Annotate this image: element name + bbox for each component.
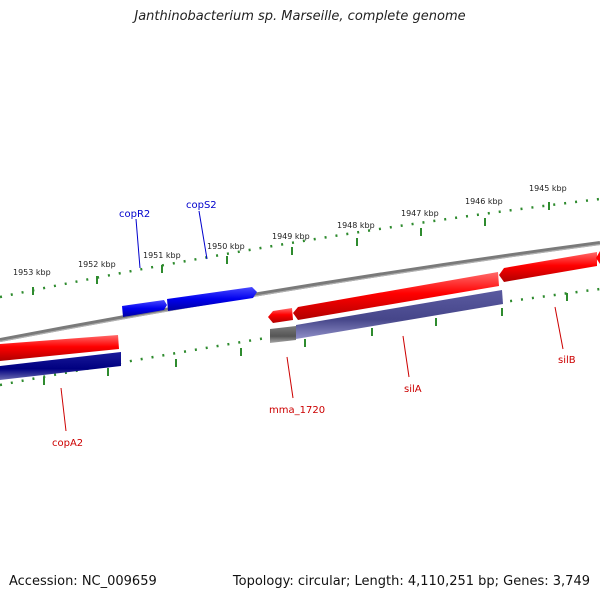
- tick-label: 1950 kbp: [207, 242, 245, 251]
- gene-silA-partner[interactable]: [296, 290, 503, 339]
- accession-label: Accession: NC_009659: [9, 574, 157, 589]
- gene-silA[interactable]: [293, 272, 499, 320]
- reverse-genes: [0, 251, 600, 380]
- gene-label-copR2: copR2: [119, 209, 150, 220]
- gene-copA2[interactable]: [0, 335, 119, 361]
- map-title: Janthinobacterium sp. Marseille, complet…: [134, 9, 466, 24]
- gene-label-mma-1720: mma_1720: [269, 405, 325, 416]
- gene-copA2-partner[interactable]: [0, 352, 121, 380]
- tick-label: 1952 kbp: [78, 260, 116, 269]
- tick-label: 1947 kbp: [401, 209, 439, 218]
- gene-label-silA: silA: [404, 384, 422, 395]
- major-ticks-outer: [32, 202, 550, 295]
- gene-mma-1720-small[interactable]: [268, 308, 293, 323]
- major-ticks-inner: [43, 293, 568, 385]
- tick-label: 1946 kbp: [465, 197, 503, 206]
- gene-labels: copR2 copS2 copA2 mma_1720 silA silB: [52, 200, 576, 449]
- tick-label: 1948 kbp: [337, 221, 375, 230]
- genome-summary: Topology: circular; Length: 4,110,251 bp…: [232, 574, 590, 589]
- gene-label-copS2: copS2: [186, 200, 217, 211]
- tick-label: 1949 kbp: [272, 232, 310, 241]
- gene-label-silB: silB: [558, 355, 576, 366]
- gene-edge[interactable]: [596, 251, 600, 264]
- gene-silB[interactable]: [499, 252, 597, 282]
- tick-label: 1945 kbp: [529, 184, 567, 193]
- forward-genes: [122, 287, 257, 317]
- gene-copS2[interactable]: [167, 287, 257, 311]
- scale-ring-outer: [0, 197, 600, 299]
- scale-labels: 1953 kbp 1952 kbp 1951 kbp 1950 kbp 1949…: [13, 184, 567, 277]
- tick-label: 1951 kbp: [143, 251, 181, 260]
- tick-label: 1953 kbp: [13, 268, 51, 277]
- gene-copR2[interactable]: [122, 300, 167, 317]
- gene-mma-1720[interactable]: [270, 326, 296, 343]
- genome-backbone: [0, 241, 600, 342]
- gene-label-copA2: copA2: [52, 438, 83, 449]
- gene-leaders: [60, 210, 564, 432]
